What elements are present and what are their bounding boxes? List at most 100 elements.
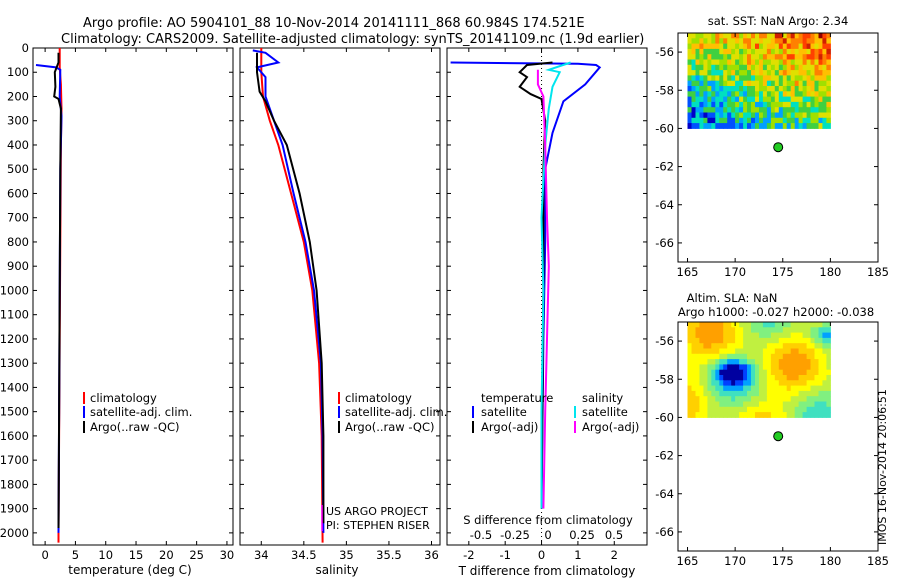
- map-cell: [743, 54, 748, 60]
- map-cell: [715, 337, 720, 344]
- map-cell: [695, 70, 700, 76]
- map-cell: [727, 322, 732, 328]
- map-cell: [735, 380, 740, 387]
- map-cell: [695, 59, 700, 66]
- map-cell: [703, 43, 708, 50]
- map-cell: [786, 96, 792, 103]
- map-cell: [822, 64, 827, 71]
- map-cell: [770, 33, 776, 39]
- map-cell: [691, 48, 696, 55]
- map-cell: [723, 401, 728, 408]
- map-cell: [723, 396, 728, 402]
- map-cell: [755, 375, 760, 381]
- map-cell: [810, 91, 815, 98]
- map-cell: [739, 322, 744, 328]
- map-cell: [786, 412, 792, 418]
- map-cell: [794, 107, 800, 113]
- x-tick-label: 185: [867, 265, 889, 279]
- map-cell: [731, 353, 736, 360]
- map-cell: [802, 80, 808, 87]
- map-cell: [818, 43, 823, 50]
- map-cell: [806, 337, 812, 344]
- map-cell: [759, 59, 764, 66]
- map-cell: [715, 123, 720, 129]
- map-cell: [751, 353, 756, 360]
- y-tick-label: 1600: [0, 429, 29, 443]
- map-cell: [703, 364, 708, 371]
- map-cell: [727, 412, 732, 418]
- y-tick-label: -58: [655, 83, 674, 97]
- series-line-satellite-adj-clim-: [252, 49, 325, 533]
- map-cell: [778, 385, 784, 392]
- map-cell: [818, 406, 823, 413]
- map-cell: [695, 48, 700, 55]
- map-cell: [782, 54, 788, 60]
- map-cell: [691, 112, 696, 119]
- map-cell: [770, 380, 776, 387]
- map-cell: [766, 353, 772, 360]
- map-cell: [802, 390, 808, 397]
- argo-float-marker: [773, 431, 784, 442]
- map-cell: [818, 91, 823, 98]
- map-cell: [798, 380, 804, 387]
- map-cell: [715, 80, 720, 87]
- map-cell: [786, 91, 792, 98]
- map-cell: [822, 401, 827, 408]
- map-cell: [806, 396, 812, 402]
- map-cell: [715, 385, 720, 392]
- map-cell: [731, 54, 736, 60]
- map-cell: [723, 86, 728, 92]
- map-cell: [766, 86, 772, 92]
- map-cell: [711, 406, 716, 413]
- map-cell: [699, 337, 704, 344]
- map-cell: [759, 48, 764, 55]
- legend-label: climatology: [90, 391, 157, 405]
- map-cell: [731, 380, 736, 387]
- map-cell: [735, 54, 740, 60]
- map-cell: [687, 123, 692, 129]
- map-cell: [715, 75, 720, 82]
- map-cell: [711, 348, 716, 355]
- map-cell: [755, 332, 760, 339]
- map-cell: [735, 369, 740, 376]
- map-cell: [703, 390, 708, 397]
- map-cell: [806, 359, 812, 365]
- map-cell: [719, 412, 724, 418]
- map-cell: [766, 59, 772, 66]
- map-cell: [802, 406, 808, 413]
- y-tick-label: 1300: [0, 356, 29, 370]
- map-cell: [747, 54, 752, 60]
- map-cell: [794, 332, 800, 339]
- map-cell: [762, 43, 768, 50]
- map-cell: [743, 75, 748, 82]
- map-cell: [822, 117, 827, 124]
- map-cell: [818, 123, 823, 129]
- map-cell: [715, 43, 720, 50]
- map-cell: [798, 348, 804, 355]
- map-cell: [747, 337, 752, 344]
- map-cell: [770, 112, 776, 119]
- map-cell: [751, 412, 756, 418]
- map-cell: [826, 322, 831, 328]
- map-cell: [774, 322, 780, 328]
- map-cell: [822, 59, 827, 66]
- map-cell: [806, 327, 812, 334]
- map-cell: [711, 96, 716, 103]
- y-tick-label: 1100: [0, 308, 29, 322]
- map-cell: [770, 412, 776, 418]
- map-cell: [766, 54, 772, 60]
- map-cell: [766, 48, 772, 55]
- map-cell: [739, 406, 744, 413]
- map-cell: [774, 337, 780, 344]
- map-cell: [766, 101, 772, 108]
- map-cell: [715, 359, 720, 365]
- map-cell: [826, 80, 831, 87]
- y-tick-label: -60: [655, 410, 674, 424]
- map-cell: [770, 101, 776, 108]
- map-cell: [695, 123, 700, 129]
- map-cell: [822, 70, 827, 76]
- map-cell: [790, 54, 796, 60]
- map-cell: [826, 412, 831, 418]
- map-cell: [778, 33, 784, 39]
- map-cell: [798, 364, 804, 371]
